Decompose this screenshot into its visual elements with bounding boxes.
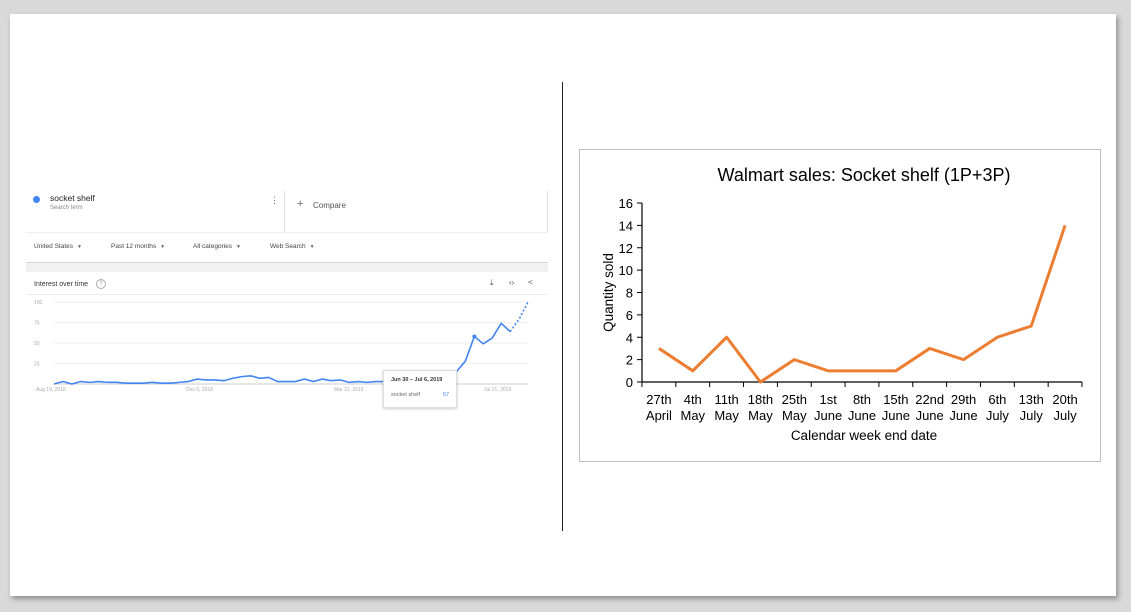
y-tick-label: 2 — [626, 353, 633, 368]
section-title: Interest over time — [34, 281, 89, 288]
x-tick-label: 15th — [883, 392, 908, 407]
x-tick-label: June — [814, 408, 842, 423]
tooltip-value: 57 — [443, 392, 450, 398]
x-tick-label: July — [1054, 408, 1078, 423]
x-tick-label: July — [1020, 408, 1044, 423]
y-tick-label: 100 — [34, 300, 43, 306]
x-tick-label: 13th — [1019, 392, 1044, 407]
y-tick-label: 6 — [626, 308, 633, 323]
x-tick-label: May — [680, 408, 705, 423]
vertical-divider — [562, 82, 563, 531]
x-tick-label: Dec 9, 2018 — [186, 387, 213, 393]
tooltip-date: Jun 30 – Jul 6, 2019 — [391, 377, 443, 383]
y-tick-label: 12 — [619, 241, 633, 256]
x-tick-label: 20th — [1052, 392, 1077, 407]
y-tick-label: 50 — [34, 341, 40, 347]
caret-down-icon: ▼ — [77, 244, 82, 250]
divider-band — [26, 262, 548, 273]
filter-category[interactable]: All categories ▼ — [193, 243, 241, 250]
y-tick-label: 14 — [619, 218, 633, 233]
x-tick-label: July — [986, 408, 1010, 423]
series-line-partial — [509, 301, 529, 332]
filter-time[interactable]: Past 12 months ▼ — [111, 243, 166, 250]
caret-down-icon: ▼ — [236, 244, 241, 250]
x-axis-label: Calendar week end date — [791, 428, 937, 443]
x-tick-label: May — [782, 408, 807, 423]
filter-bar: United States ▼ Past 12 months ▼ All categ… — [26, 232, 548, 263]
more-options-icon[interactable]: ⋮ — [270, 195, 279, 205]
y-tick-label: 25 — [34, 362, 40, 368]
compare-label: Compare — [313, 201, 346, 210]
chart-title: Walmart sales: Socket shelf (1P+3P) — [718, 165, 1011, 185]
walmart-line-chart: Walmart sales: Socket shelf (1P+3P) 0 2 4 6 8… — [601, 165, 1083, 443]
x-tick-label: 25th — [782, 392, 807, 407]
x-tick-label: May — [714, 408, 739, 423]
x-tick-label: June — [916, 408, 944, 423]
caret-down-icon: ▼ — [309, 244, 315, 250]
search-term-card[interactable]: socket shelf Search term ⋮ — [26, 190, 284, 232]
compare-card[interactable]: + Compare — [284, 190, 548, 232]
series-color-dot — [33, 196, 40, 203]
filter-search-type[interactable]: Web Search ▼ — [270, 243, 315, 250]
x-tick-label: June — [882, 408, 910, 423]
x-tick-label: June — [848, 408, 876, 423]
y-tick-label: 16 — [619, 196, 633, 211]
interest-line-chart: 100 75 50 25 Aug 19, 2018 Dec 9, 2018 Mar 31, … — [34, 300, 529, 393]
x-tick-label: 22nd — [915, 392, 944, 407]
x-tick-label: 8th — [853, 392, 871, 407]
share-icon[interactable]: < — [528, 278, 533, 287]
y-axis-label: Quantity sold — [601, 253, 616, 332]
x-tick-label: 1st — [819, 392, 837, 407]
chart-tooltip: Jun 30 – Jul 6, 2019 socket shelf 57 — [383, 370, 457, 408]
caret-down-icon: ▼ — [160, 244, 166, 250]
x-tick-label: 18th — [748, 392, 773, 407]
walmart-chart-panel: Walmart sales: Socket shelf (1P+3P) 0 2 4 6 8… — [579, 149, 1101, 462]
download-icon[interactable]: ⤓ — [490, 278, 494, 287]
y-tick-label: 75 — [34, 321, 40, 327]
x-tick-label: April — [646, 408, 672, 423]
google-trends-panel: socket shelf Search term ⋮ + Compare Uni… — [26, 190, 548, 425]
search-term: socket shelf — [50, 193, 95, 203]
filter-region[interactable]: United States ▼ — [34, 243, 82, 250]
x-tick-label: May — [748, 408, 773, 423]
x-tick-label: Aug 19, 2018 — [36, 387, 66, 393]
x-tick-label: 6th — [988, 392, 1006, 407]
highlight-point — [472, 334, 477, 339]
help-icon[interactable]: ? — [96, 279, 106, 289]
x-tick-label: 29th — [951, 392, 976, 407]
x-tick-label: 4th — [684, 392, 702, 407]
x-tick-label: 27th — [646, 392, 671, 407]
x-tick-label: June — [949, 408, 977, 423]
interest-card: Interest over time ? ⤓ ‹› < 100 75 50 25 Aug… — [26, 272, 548, 425]
header-divider — [26, 294, 548, 295]
search-term-subtitle: Search term — [50, 205, 83, 211]
plus-icon: + — [297, 198, 304, 210]
x-tick-label: Mar 31, 2019 — [334, 387, 364, 393]
embed-icon[interactable]: ‹› — [509, 278, 515, 287]
tooltip-term: socket shelf — [391, 392, 421, 398]
y-tick-label: 8 — [626, 286, 633, 301]
slide: socket shelf Search term ⋮ + Compare Uni… — [10, 14, 1116, 596]
y-tick-label: 10 — [619, 263, 633, 278]
sales-line — [658, 224, 1067, 384]
y-tick-label: 4 — [626, 330, 633, 345]
x-tick-label: Jul 21, 2019 — [484, 387, 511, 393]
y-tick-label: 0 — [626, 375, 633, 390]
x-tick-label: 11th — [714, 392, 738, 407]
